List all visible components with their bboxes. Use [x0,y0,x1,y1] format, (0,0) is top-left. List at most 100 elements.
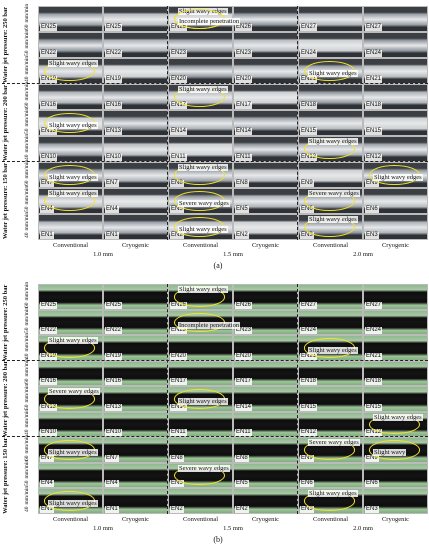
sample-id: EN13 [105,403,123,411]
sample-cell: EN11 [233,411,298,437]
defect-annotation: Slight wavy edges [48,60,98,67]
group-separator [2,359,428,361]
sample-id: EN26 [235,24,253,31]
speed-label: 40mm/min [24,56,30,82]
sample-id: EN14 [170,128,188,135]
sample-id: EN4 [105,206,119,213]
sample-id: EN22 [40,327,58,334]
speed-label: 60mm/min [24,160,30,186]
sample-cell: EN6 [298,462,363,488]
sample-cell: EN7 [103,437,168,463]
sample-cell: EN27 [298,6,363,32]
sample-cell: EN5 [233,188,298,214]
speed-label: 40mm/min [24,212,30,238]
sample-cell: EN15 [363,110,428,136]
sample-id: EN15 [365,403,383,411]
sample-cell: EN3 [363,488,428,514]
kerf-width-label: 1.5 mm [223,251,243,258]
sample-id: EN6 [365,480,379,487]
pressure-label: Water jet pressure: 150 bar [2,162,9,240]
sample-id: EN9 [365,180,379,187]
speed-label: 60mm/min [24,281,30,307]
sample-cell: EN20 [168,335,233,361]
defect-annotation: Severe wavy edges [308,190,360,197]
sample-cell: EN8 [233,437,298,463]
sample-cell: EN4 [103,462,168,488]
sample-cell: EN16 [103,84,168,110]
sample-id: EN16 [105,102,123,109]
sample-id: EN13 [105,128,123,135]
sample-cell: EN25 [103,6,168,32]
sample-id: EN8 [170,180,184,187]
sample-cell: EN11 [168,411,233,437]
kerf-width-label: 1.5 mm [223,524,243,532]
sample-cell: EN14 [233,386,298,412]
speed-unit: mm/min [24,133,30,153]
speed-unit: mm/min [24,107,30,127]
sample-id: EN23 [235,327,253,334]
sample-cell: EN12 [298,411,363,437]
defect-annotation: Severe wavy edges [178,200,230,207]
sample-cell: EN23 [168,32,233,58]
sample-cell: EN22 [103,309,168,335]
sample-id: EN26 [170,24,188,31]
defect-annotation: Slight wavy edges [178,398,228,405]
sample-id: EN2 [235,505,249,513]
sample-id: EN19 [105,76,123,83]
sample-id: EN22 [105,50,123,57]
sample-id: EN4 [40,480,54,487]
sample-id: EN20 [170,352,188,360]
pressure-label: Water jet pressure: 250 bar [2,284,9,361]
sample-id: EN5 [235,206,249,213]
sample-cell: EN23 [233,309,298,335]
speed-unit: mm/min [24,459,30,479]
sample-cell: EN4 [103,188,168,214]
pressure-label: Water jet pressure: 200 bar [2,84,9,162]
method-label: Cryogenic [121,515,150,523]
sample-id: EN10 [40,429,58,436]
pressure-label: Water jet pressure: 250 bar [2,6,9,84]
sample-id: EN2 [170,505,184,513]
defect-annotation: Incomplete penetration [178,18,241,25]
method-label: Cryogenic [381,242,410,249]
defect-annotation: Slight wavy edges [373,413,423,421]
pressure-label: Water jet pressure: 200 bar [2,360,9,437]
sample-cell: EN26 [233,284,298,310]
defect-annotation: Incomplete penetration [178,321,241,329]
method-label: Cryogenic [251,515,280,523]
sample-id: EN8 [235,180,249,187]
speed-label: 60mm/min [24,82,30,108]
speed-label: 50mm/min [24,30,30,56]
sample-cell: EN11 [168,136,233,162]
sample-id: EN3 [365,232,379,239]
defect-annotation: Slight wavy edges [48,337,98,344]
speed-unit: mm/min [24,3,30,23]
speed-label: 50mm/min [24,186,30,212]
sample-cell: EN26 [233,6,298,32]
sample-id: EN14 [170,403,188,411]
sample-id: EN18 [300,102,318,109]
method-label: Cryogenic [121,242,150,249]
sample-cell: EN24 [363,309,428,335]
sample-cell: EN8 [233,162,298,188]
defect-annotation: Slight wavy edges [48,449,98,456]
sample-id: EN12 [365,429,383,436]
sample-id: EN13 [40,403,58,411]
sample-cell: EN11 [233,136,298,162]
sample-id: EN7 [40,180,54,187]
defect-annotation: Slight wavy edges [178,286,228,293]
sample-cell: EN7 [103,162,168,188]
sample-id: EN17 [170,102,188,109]
sample-id: EN23 [235,50,253,57]
sample-id: EN7 [40,454,54,462]
sample-cell: EN19 [103,335,168,361]
sample-id: EN5 [170,480,184,487]
sample-id: EN16 [40,102,58,109]
sample-id: EN19 [105,352,123,360]
defect-annotation: Slight wavy edges [178,86,228,93]
sample-id: EN21 [365,76,383,83]
sample-id: EN11 [170,429,187,436]
sample-id: EN20 [170,76,188,83]
width-separator [167,284,168,514]
sample-cell: EN27 [363,6,428,32]
